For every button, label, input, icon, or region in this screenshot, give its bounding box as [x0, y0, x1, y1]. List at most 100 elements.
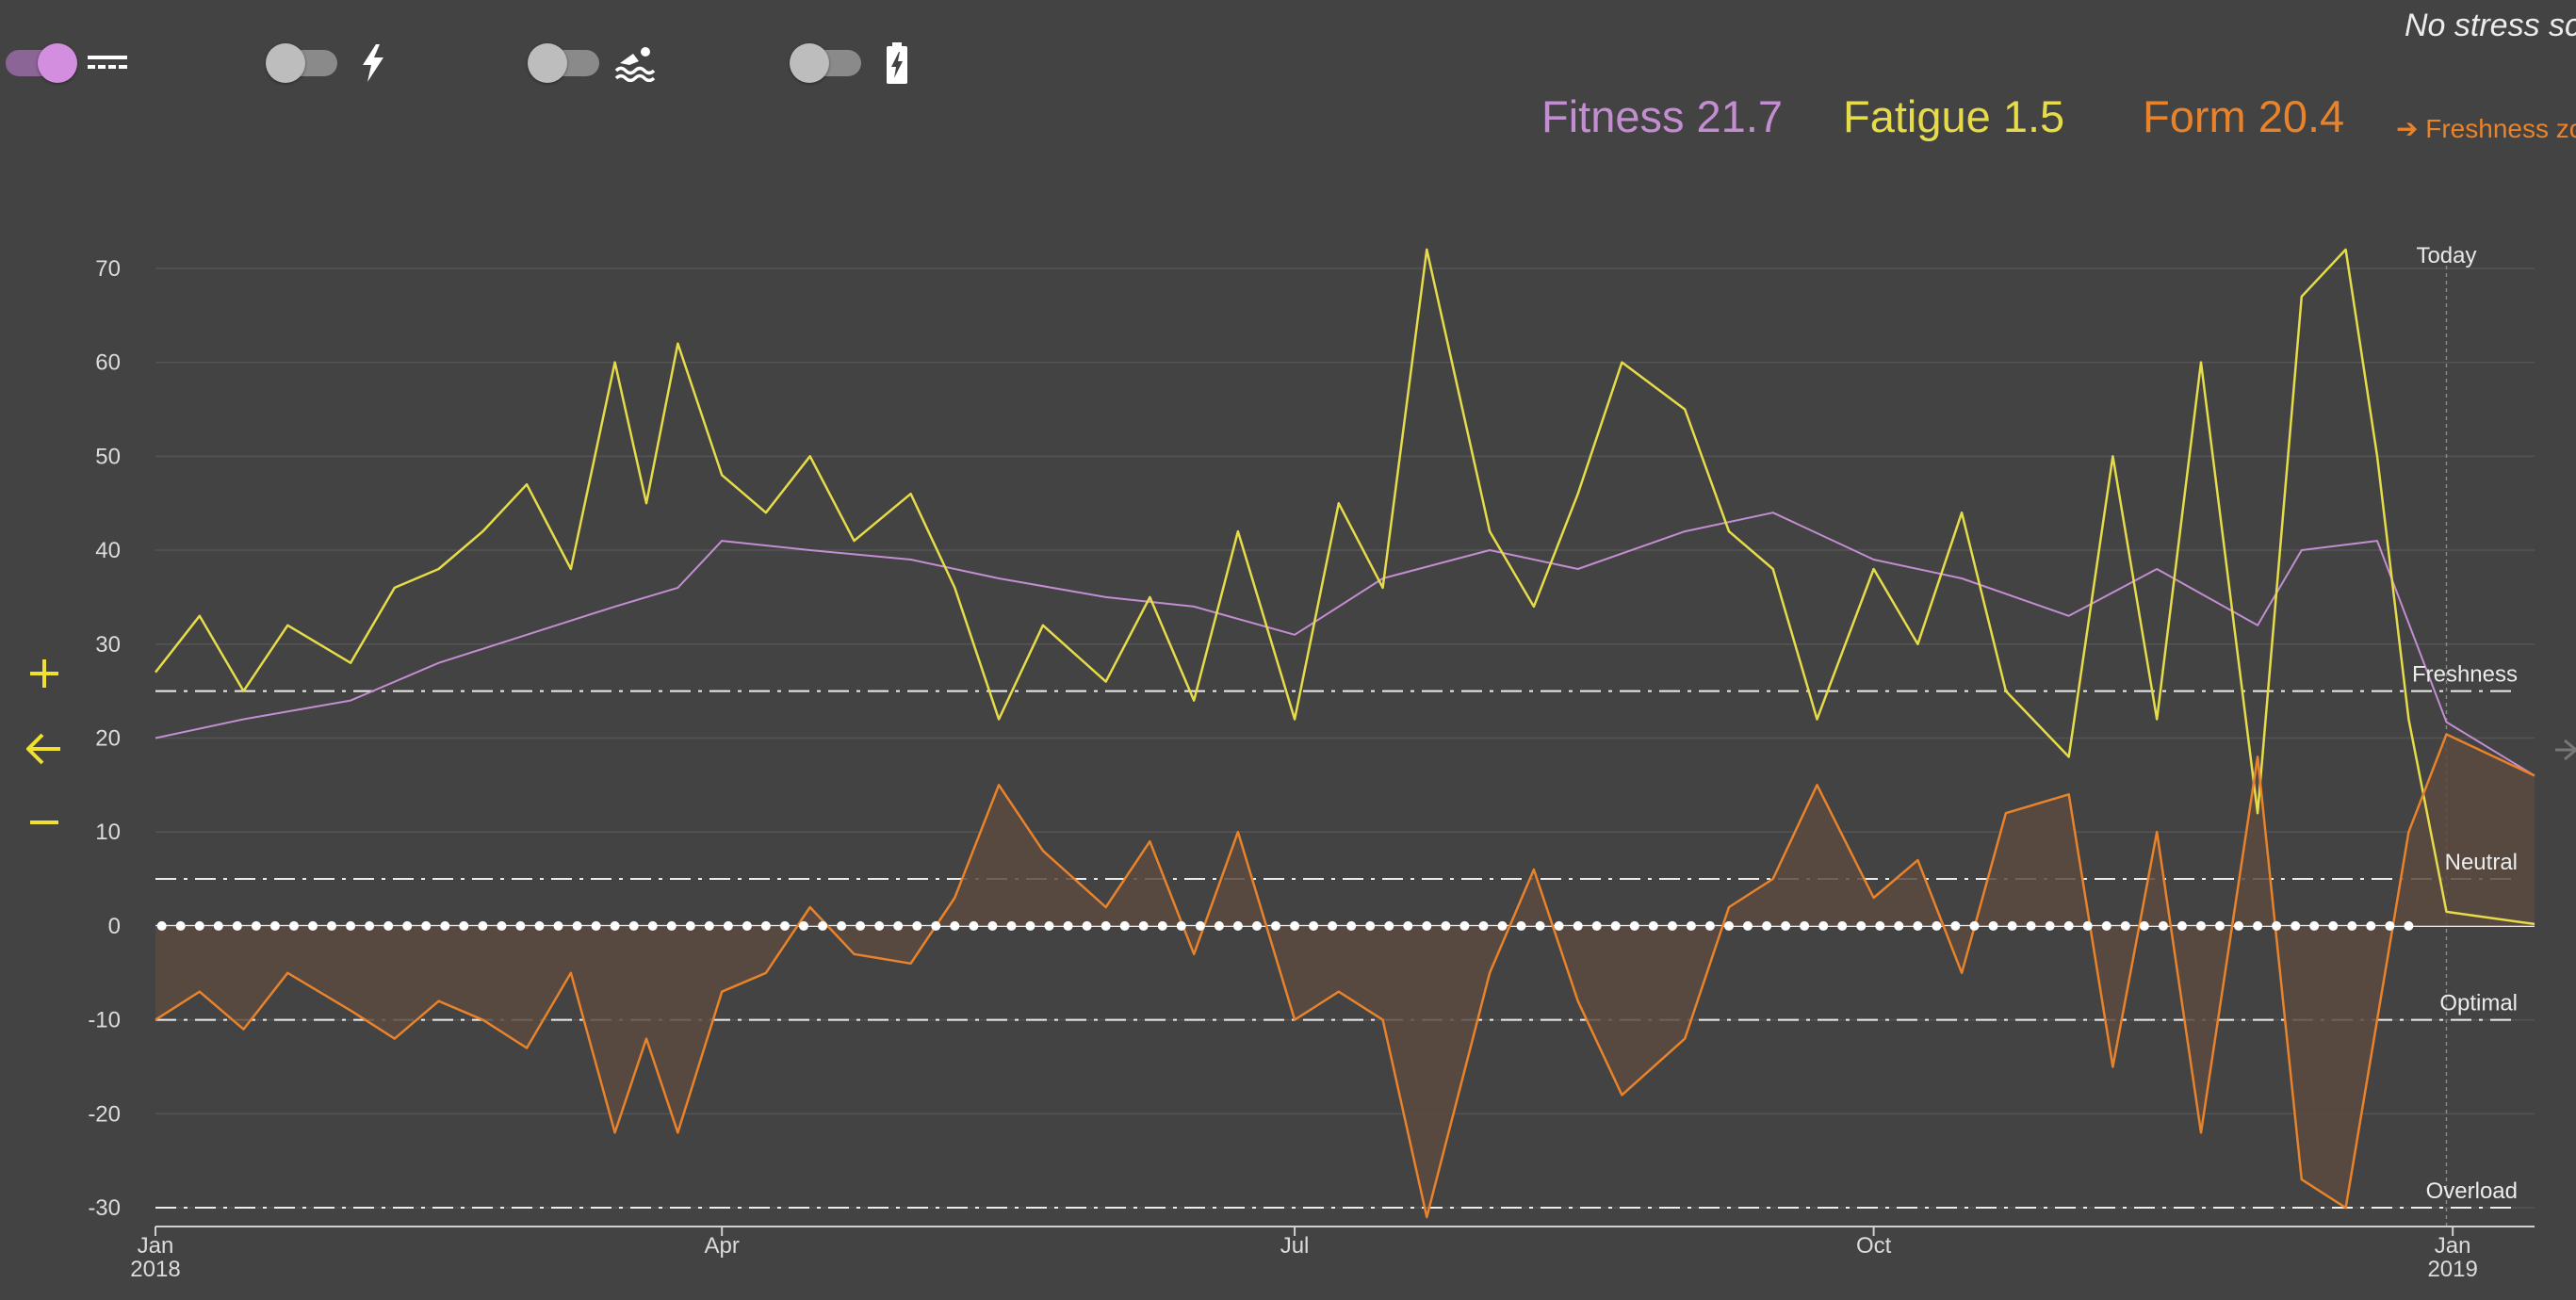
activity-dot — [950, 920, 960, 931]
activity-dot — [402, 920, 413, 931]
activity-dot — [553, 920, 563, 931]
activity-dot — [1138, 920, 1149, 931]
toggle-knob — [266, 43, 305, 83]
activity-dot — [1686, 920, 1696, 931]
activity-dot — [1384, 920, 1394, 931]
activity-dots-layer — [156, 920, 2414, 931]
forward-arrow-icon[interactable] — [2553, 731, 2576, 773]
activity-dot — [1837, 920, 1848, 931]
activity-dot — [1762, 920, 1772, 931]
activity-dot — [742, 920, 752, 931]
activity-dot — [1591, 920, 1602, 931]
x-tick-label: Apr — [705, 1233, 740, 1259]
activity-dot — [232, 920, 242, 931]
y-tick-label: 70 — [95, 256, 121, 282]
activity-dot — [534, 920, 545, 931]
activity-dot — [1573, 920, 1583, 931]
activity-dot — [459, 920, 469, 931]
zoom-in-button[interactable] — [21, 650, 68, 697]
activity-dot — [251, 920, 261, 931]
activity-dot — [818, 920, 828, 931]
activity-dot — [2158, 920, 2168, 931]
activity-dot — [1667, 920, 1677, 931]
y-tick-label: 30 — [95, 632, 121, 658]
activity-dot — [346, 920, 356, 931]
activity-dot — [1101, 920, 1111, 931]
y-tick-label: 20 — [95, 725, 121, 751]
x-tick-label: Jan — [2435, 1233, 2471, 1259]
toggle-battery[interactable] — [790, 43, 861, 83]
activity-dot — [760, 920, 771, 931]
activity-dot — [1800, 920, 1810, 931]
today-label: Today — [2416, 243, 2476, 268]
activity-dot — [1932, 920, 1942, 931]
fatigue-line — [155, 248, 2535, 926]
activity-dot — [1875, 920, 1885, 931]
activity-dot — [1082, 920, 1092, 931]
activity-dot — [799, 920, 808, 931]
activity-dot — [1516, 920, 1526, 931]
toggle-knob — [790, 43, 829, 83]
activity-dot — [704, 920, 714, 931]
activity-dot — [1195, 920, 1205, 931]
activity-dot — [2139, 920, 2149, 931]
y-tick-label: 40 — [95, 538, 121, 563]
activity-dot — [1232, 920, 1243, 931]
zoom-out-button[interactable] — [21, 799, 68, 846]
activity-dot — [856, 920, 866, 931]
activity-dot — [780, 920, 790, 931]
activity-dot — [2404, 920, 2414, 931]
activity-dot — [1950, 920, 1961, 931]
no-stress-label: No stress sc — [2405, 8, 2576, 43]
zone-label: Overload — [2426, 1178, 2518, 1204]
activity-dot — [1818, 920, 1829, 931]
activity-dot — [1894, 920, 1904, 931]
activity-dot — [1648, 920, 1658, 931]
activity-dot — [2215, 920, 2225, 931]
activity-dot — [1743, 920, 1753, 931]
activity-dot — [931, 920, 941, 931]
activity-dot — [2366, 920, 2376, 931]
activity-dot — [2045, 920, 2055, 931]
toggle-fitness-fatigue[interactable] — [6, 43, 77, 83]
activity-dot — [440, 920, 450, 931]
toggle-knob — [38, 43, 77, 83]
activity-dot — [2234, 920, 2243, 931]
toggle-power[interactable] — [266, 43, 337, 83]
toggle-power-group — [266, 41, 394, 85]
y-tick-label: 10 — [95, 820, 121, 845]
activity-dot — [1176, 920, 1186, 931]
activity-dot — [1365, 920, 1376, 931]
grid-layer — [155, 266, 2535, 1227]
activity-dot — [421, 920, 432, 931]
activity-dot — [2063, 920, 2074, 931]
activity-dot — [1346, 920, 1357, 931]
activity-dot — [2101, 920, 2111, 931]
activity-dot — [1629, 920, 1639, 931]
activity-dot — [874, 920, 885, 931]
form-area-fill — [155, 734, 2535, 1217]
activity-dot — [269, 920, 280, 931]
toggle-fitness-fatigue-group — [6, 41, 128, 85]
activity-dot — [837, 920, 847, 931]
activity-dot — [1459, 920, 1470, 931]
form-line — [155, 733, 2535, 1219]
zone-label: Optimal — [2439, 991, 2518, 1016]
x-tick-label: Oct — [1856, 1233, 1892, 1259]
activity-dot — [1610, 920, 1621, 931]
activity-dot — [987, 920, 998, 931]
activity-dot — [2309, 920, 2320, 931]
activity-dot — [1969, 920, 1980, 931]
activity-dot — [327, 920, 336, 931]
activity-dot — [1214, 920, 1224, 931]
activity-dot — [1157, 920, 1167, 931]
back-arrow-button[interactable] — [21, 725, 68, 772]
activity-dot — [308, 920, 318, 931]
activity-dot — [1422, 920, 1432, 931]
activity-dot — [365, 920, 375, 931]
swimmer-icon — [614, 41, 656, 85]
toggle-swim[interactable] — [528, 43, 599, 83]
zone-label: Freshness — [2412, 662, 2518, 688]
freshness-zone-link[interactable]: ➔ Freshness zo — [2396, 114, 2576, 143]
